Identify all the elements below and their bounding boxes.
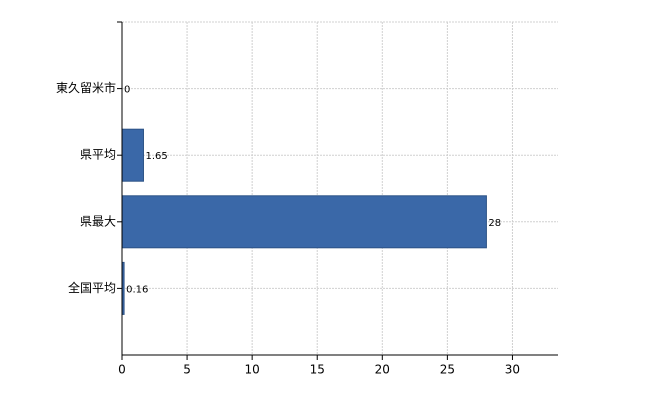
y-tick-label: 東久留米市 [56, 80, 116, 95]
x-tick-label: 30 [505, 363, 520, 377]
x-tick-label: 10 [245, 363, 260, 377]
value-label: 0 [124, 85, 130, 96]
value-label: 28 [488, 218, 501, 229]
y-tick-label: 県最大 [80, 214, 116, 228]
y-tick-label: 県平均 [80, 148, 116, 162]
x-tick-label: 25 [440, 363, 455, 377]
y-tick-label: 全国平均 [68, 280, 116, 295]
bar [121, 195, 487, 249]
x-tick-label: 5 [183, 363, 191, 377]
bar [121, 128, 144, 182]
value-label: 1.65 [145, 151, 167, 162]
x-tick-label: 15 [310, 363, 325, 377]
x-tick-label: 0 [118, 363, 126, 377]
value-label: 0.16 [126, 284, 148, 295]
x-tick-label: 20 [375, 363, 390, 377]
